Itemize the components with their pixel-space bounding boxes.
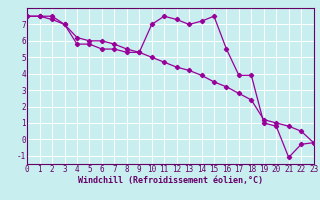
X-axis label: Windchill (Refroidissement éolien,°C): Windchill (Refroidissement éolien,°C) [78, 176, 263, 185]
